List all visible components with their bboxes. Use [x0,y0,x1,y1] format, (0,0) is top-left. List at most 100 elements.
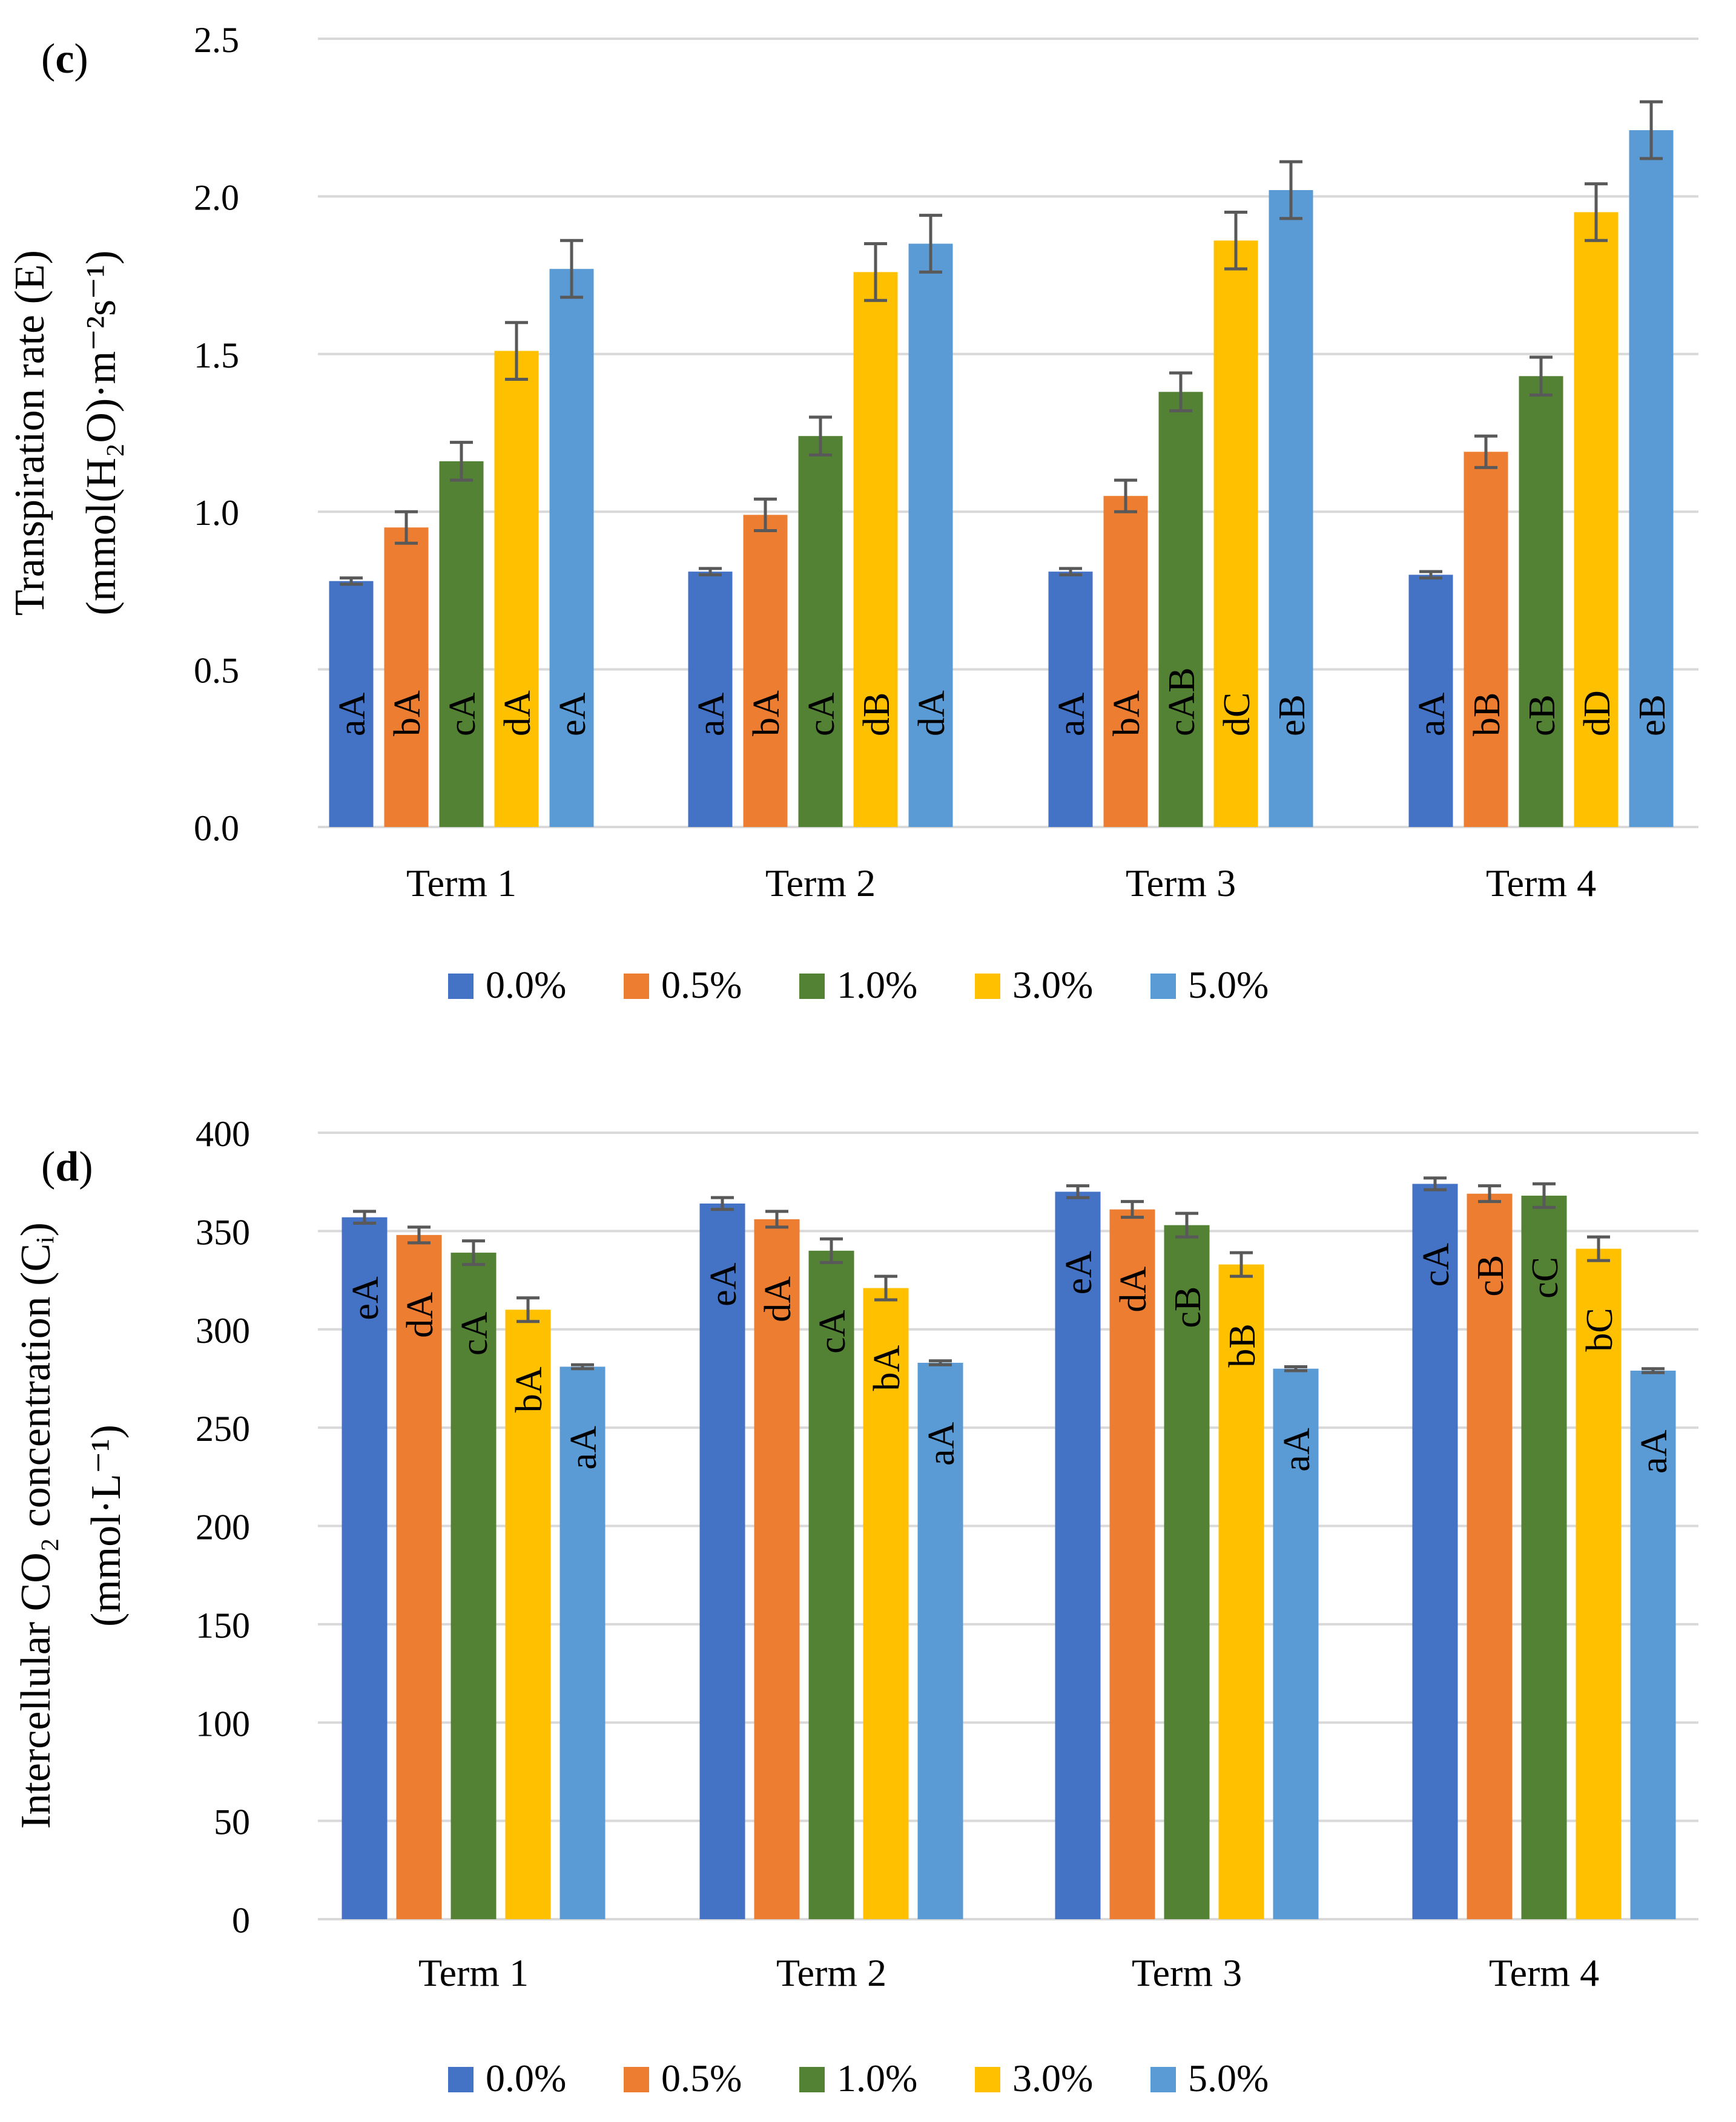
bar-data-label: bA [866,1345,908,1391]
bar [451,1253,497,1919]
bar [329,581,374,827]
bar-data-label: bC [1579,1308,1620,1351]
panel-label: (d) [41,1144,93,1190]
bar [1630,1370,1676,1919]
bar [1519,376,1563,827]
legend-swatch [975,974,1000,999]
legend-swatch [624,974,649,999]
bar-data-label: cB [1167,1287,1209,1328]
bar [439,461,484,827]
legend-entry: 0.0% [486,2057,566,2100]
bar [1273,1368,1319,1919]
bar-data-label: aA [691,692,732,736]
bar [1629,130,1674,828]
x-tick-label: Term 1 [406,862,517,904]
x-tick-label: Term 3 [1126,862,1236,904]
bar [342,1217,388,1919]
bar-data-label: aA [1411,692,1453,736]
bar-data-label: dB [856,693,897,736]
bar-data-label: dD [1577,690,1618,736]
bar-data-label: cA [812,1310,853,1354]
y-tick-label: 0.0 [194,808,239,848]
bar-data-label: bB [1222,1323,1263,1367]
y-tick-label: 200 [196,1507,250,1547]
bar [808,1250,854,1919]
y-tick-label: 2.0 [194,177,239,217]
chart-panel-c: 0.0 0.5 1.0 1.5 2.0 2.5 aA aA aA aA bA bA bA bB cA cA cA… [7,20,1698,1006]
legend-swatch [448,2067,474,2092]
bar [688,572,733,827]
bar [494,351,539,827]
bar [853,272,898,828]
bar-data-label: dC [1216,693,1258,736]
legend-swatch [975,2067,1000,2092]
legend-swatch [799,974,825,999]
y-tick-label: 0 [232,1900,250,1940]
bar-data-label: eA [1058,1251,1100,1295]
legend-entry: 3.0% [1012,963,1093,1006]
bar [798,436,843,827]
x-tick-label: Term 1 [418,1951,529,1994]
y-axis-unit: (mmol(H₂O)·m⁻²s⁻¹) [78,251,125,616]
y-axis-title: Intercellular CO₂ concentration (Cᵢ) [13,1222,59,1829]
legend-swatch [448,974,474,999]
y-tick-label: 1.5 [194,335,239,375]
bar [863,1288,909,1919]
legend-entry: 5.0% [1188,2057,1269,2100]
bar [1213,240,1258,827]
bar-data-label: eA [703,1262,744,1306]
bar-data-label: bA [387,690,428,736]
panel-label: (c) [41,36,88,82]
x-tick-label: Term 4 [1486,862,1596,904]
bar [1521,1195,1567,1919]
bar-data-label: aA [921,1422,962,1466]
y-axis-unit: (mmol·L⁻¹) [83,1425,130,1627]
bar-data-label: bB [1467,693,1508,736]
bar-data-label: dA [1113,1267,1154,1313]
y-tick-label: 350 [196,1212,250,1252]
bar-data-label: dA [400,1292,441,1338]
y-tick-label: 1.0 [194,493,239,533]
bar-data-label: aA [1276,1428,1318,1472]
bar [1055,1191,1101,1919]
bar-data-label: cA [442,692,483,736]
bar-data-label: aA [1051,692,1092,736]
bar-data-label: cA [801,692,842,736]
bar-data-label: bA [1106,690,1147,736]
bar-data-label: eA [345,1276,386,1320]
bar [1576,1248,1622,1919]
bar [384,527,429,827]
bar [559,1366,606,1919]
bar-data-label: dA [757,1276,799,1322]
x-tick-label: Term 2 [776,1951,886,1994]
legend-entry: 3.0% [1012,2057,1093,2100]
bar [1464,452,1508,827]
bar-data-label: bA [509,1366,550,1412]
y-tick-label: 0.5 [194,651,239,691]
y-tick-label: 300 [196,1311,250,1351]
legend-entry: 1.0% [837,963,917,1006]
bar [1574,212,1619,827]
bar [754,1219,800,1919]
bar-data-label: aA [563,1426,604,1470]
bar [1408,575,1453,827]
bar [917,1362,963,1919]
y-tick-label: 50 [214,1802,250,1842]
bar [1109,1209,1155,1919]
bar-data-label: cAB [1161,667,1203,736]
y-tick-label: 2.5 [194,20,239,60]
bar [1218,1264,1264,1919]
bar-data-label: cB [1470,1255,1511,1297]
bar [1269,189,1313,827]
legend-swatch [1150,2067,1176,2092]
bar-data-label: bA [746,690,787,736]
legend-entry: 0.5% [661,963,742,1006]
bar-data-label: cB [1522,694,1563,736]
bar-data-label: eB [1272,694,1313,736]
legend-swatch [799,2067,825,2092]
bar-data-label: cC [1525,1257,1566,1299]
bar [505,1310,551,1919]
y-tick-label: 100 [196,1704,250,1744]
bar-data-label: eB [1632,694,1673,736]
